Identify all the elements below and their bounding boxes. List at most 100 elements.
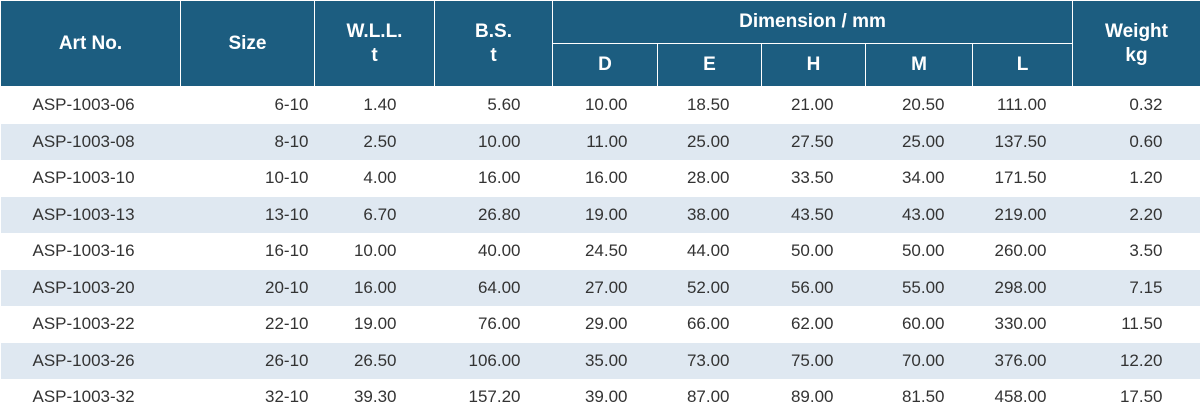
- cell-dim-e: 66.00: [686, 314, 730, 334]
- cell-size: 32-10: [265, 387, 309, 407]
- cell-size: 20-10: [180, 269, 315, 306]
- cell-bs: 5.60: [487, 95, 521, 115]
- table-body: ASP-1003-06 6-10 1.40 5.60 10.00 18.50 21.00 20…: [0, 87, 1200, 416]
- cell-bs: 157.20: [468, 387, 521, 407]
- cell-weight: 12.20: [1072, 342, 1200, 379]
- cell-dim-d: 24.50: [584, 241, 628, 261]
- cell-dim-h: 89.00: [790, 387, 834, 407]
- cell-size: 26-10: [180, 342, 315, 379]
- cell-wll: 4.00: [363, 168, 397, 188]
- cell-weight: 2.20: [1072, 196, 1200, 233]
- cell-dim-e: 52.00: [657, 269, 762, 306]
- cell-weight: 3.50: [1129, 241, 1163, 261]
- cell-dim-e: 44.00: [686, 241, 730, 261]
- cell-dim-d: 16.00: [584, 168, 628, 188]
- cell-dim-m: 55.00: [865, 269, 973, 306]
- cell-dim-d: 29.00: [584, 314, 628, 334]
- cell-dim-l: 219.00: [972, 196, 1073, 233]
- header-wll-unit: t: [371, 44, 378, 66]
- cell-wll: 26.50: [314, 342, 435, 379]
- cell-size: 6-10: [274, 95, 309, 115]
- table-row: ASP-1003-16 16-10 10.00 40.00 24.50 44.00 50.0…: [1, 233, 1200, 270]
- cell-wll: 1.40: [363, 95, 397, 115]
- cell-dim-m: 60.00: [901, 314, 945, 334]
- cell-dim-e: 28.00: [686, 168, 730, 188]
- cell-dim-h: 33.50: [790, 168, 834, 188]
- cell-dim-m: 34.00: [901, 168, 945, 188]
- cell-wll: 19.00: [353, 314, 397, 334]
- cell-art-no: ASP-1003-10: [32, 168, 135, 188]
- cell-wll: 2.50: [314, 123, 435, 160]
- cell-dim-m: 25.00: [865, 123, 973, 160]
- cell-dim-l: 298.00: [972, 269, 1073, 306]
- header-dim-l: L: [971, 43, 1074, 87]
- table-row: ASP-1003-20 20-10 16.00 64.00 27.00 52.00 56.0…: [0, 269, 1200, 306]
- cell-art-no: ASP-1003-26: [0, 342, 181, 379]
- header-wll-label: W.L.L.: [346, 20, 403, 42]
- cell-size: 16-10: [265, 241, 309, 261]
- cell-dim-m: 50.00: [901, 241, 945, 261]
- cell-weight: 0.32: [1129, 95, 1163, 115]
- header-dimension: Dimension / mm: [551, 0, 1074, 44]
- table-row: ASP-1003-06 6-10 1.40 5.60 10.00 18.50 21.00 20…: [1, 87, 1200, 124]
- table-row: ASP-1003-10 10-10 4.00 16.00 16.00 28.00 33.50…: [1, 160, 1200, 197]
- cell-art-no: ASP-1003-08: [0, 123, 181, 160]
- header-dim-h: H: [761, 43, 866, 87]
- cell-dim-l: 376.00: [972, 342, 1073, 379]
- cell-art-no: ASP-1003-06: [32, 95, 135, 115]
- cell-dim-h: 27.50: [761, 123, 866, 160]
- header-bs-unit: t: [490, 44, 497, 66]
- header-dim-m: M: [865, 43, 973, 87]
- cell-art-no: ASP-1003-32: [32, 387, 135, 407]
- cell-wll: 6.70: [314, 196, 435, 233]
- cell-dim-h: 56.00: [761, 269, 866, 306]
- cell-size: 13-10: [180, 196, 315, 233]
- cell-dim-d: 11.00: [552, 123, 658, 160]
- cell-size: 8-10: [180, 123, 315, 160]
- cell-wll: 39.30: [353, 387, 397, 407]
- cell-dim-h: 75.00: [761, 342, 866, 379]
- table-row: ASP-1003-32 32-10 39.30 157.20 39.00 87.00 89.…: [1, 379, 1200, 416]
- table-row: ASP-1003-26 26-10 26.50 106.00 35.00 73.00 75.…: [0, 342, 1200, 379]
- cell-bs: 76.00: [477, 314, 521, 334]
- cell-dim-m: 70.00: [865, 342, 973, 379]
- cell-dim-l: 171.50: [994, 168, 1047, 188]
- cell-dim-e: 87.00: [686, 387, 730, 407]
- cell-dim-m: 43.00: [865, 196, 973, 233]
- header-dim-d: D: [552, 43, 658, 87]
- cell-weight: 1.20: [1129, 168, 1163, 188]
- cell-weight: 0.60: [1072, 123, 1200, 160]
- cell-dim-d: 27.00: [552, 269, 658, 306]
- table-row: ASP-1003-22 22-10 19.00 76.00 29.00 66.00 62.0…: [1, 306, 1200, 343]
- cell-dim-e: 18.50: [686, 95, 730, 115]
- header-art-no: Art No.: [0, 0, 181, 87]
- cell-dim-e: 73.00: [657, 342, 762, 379]
- cell-dim-l: 111.00: [997, 95, 1047, 115]
- cell-dim-d: 19.00: [552, 196, 658, 233]
- header-weight: Weight kg: [1072, 0, 1200, 87]
- cell-dim-l: 260.00: [994, 241, 1047, 261]
- cell-dim-e: 38.00: [657, 196, 762, 233]
- cell-art-no: ASP-1003-13: [0, 196, 181, 233]
- header-weight-unit: kg: [1125, 44, 1148, 66]
- cell-wll: 16.00: [314, 269, 435, 306]
- cell-dim-d: 39.00: [584, 387, 628, 407]
- cell-art-no: ASP-1003-22: [32, 314, 135, 334]
- cell-bs: 26.80: [434, 196, 553, 233]
- cell-bs: 106.00: [434, 342, 553, 379]
- cell-size: 22-10: [265, 314, 309, 334]
- cell-weight: 17.50: [1119, 387, 1163, 407]
- cell-art-no: ASP-1003-20: [0, 269, 181, 306]
- cell-dim-h: 62.00: [790, 314, 834, 334]
- cell-bs: 40.00: [477, 241, 521, 261]
- cell-weight: 11.50: [1121, 314, 1163, 334]
- table-row: ASP-1003-08 8-10 2.50 10.00 11.00 25.00 27.50 2…: [0, 123, 1200, 160]
- header-weight-label: Weight: [1105, 20, 1168, 42]
- cell-wll: 10.00: [353, 241, 397, 261]
- cell-dim-m: 20.50: [901, 95, 945, 115]
- cell-bs: 16.00: [477, 168, 521, 188]
- cell-dim-e: 25.00: [657, 123, 762, 160]
- cell-dim-d: 10.00: [584, 95, 628, 115]
- cell-bs: 64.00: [434, 269, 553, 306]
